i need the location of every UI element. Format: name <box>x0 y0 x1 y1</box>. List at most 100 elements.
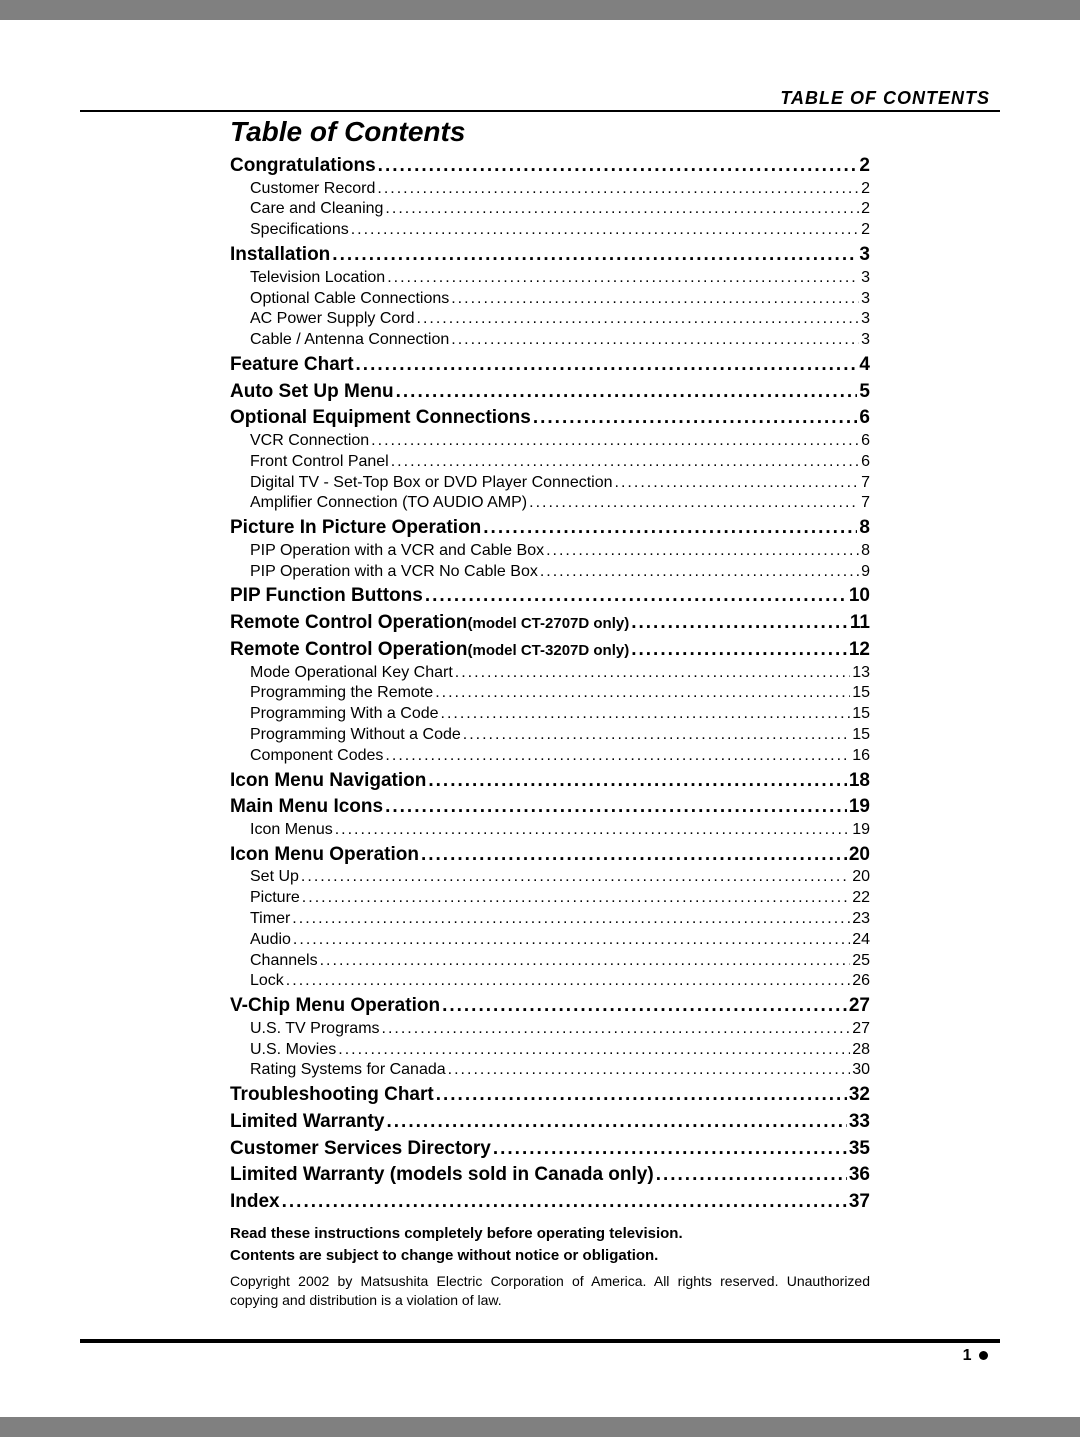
toc-entry-page: 6 <box>861 431 870 452</box>
toc-entry-label: Programming Without a Code <box>250 725 461 746</box>
toc-leader-dots <box>417 309 860 330</box>
toc-section: Congratulations 2 <box>230 154 870 179</box>
toc-entry-label: Component Codes <box>250 746 383 767</box>
toc-entry-page: 5 <box>859 380 870 405</box>
toc-entry-page: 30 <box>852 1060 870 1081</box>
toc-entry-page: 6 <box>861 452 870 473</box>
toc-section: Auto Set Up Menu5 <box>230 380 870 405</box>
toc-subentry: U.S. Movies 28 <box>250 1040 870 1061</box>
toc-leader-dots <box>451 330 859 351</box>
toc-entry-label: Mode Operational Key Chart <box>250 663 453 684</box>
toc-entry-page: 24 <box>852 930 870 951</box>
toc-entry-page: 12 <box>849 638 870 663</box>
toc-entry-page: 15 <box>852 683 870 704</box>
toc-entry-label: Audio <box>250 930 291 951</box>
toc-leader-dots <box>382 1019 851 1040</box>
toc-section: Picture In Picture Operation 8 <box>230 516 870 541</box>
toc-leader-dots <box>351 220 859 241</box>
toc-section: Feature Chart4 <box>230 353 870 378</box>
toc-leader-dots <box>656 1163 847 1188</box>
toc-entry-page: 33 <box>849 1110 870 1135</box>
toc-entry-label: Remote Control Operation <box>230 638 468 663</box>
toc-subentry: PIP Operation with a VCR No Cable Box9 <box>250 562 870 583</box>
toc-section: Troubleshooting Chart32 <box>230 1083 870 1108</box>
footer-note-2: Contents are subject to change without n… <box>230 1245 870 1268</box>
toc-section: Limited Warranty (models sold in Canada … <box>230 1163 870 1188</box>
toc-leader-dots <box>302 888 850 909</box>
toc-entry-note: (model CT-3207D only) <box>468 641 630 661</box>
toc-subentry: Picture 22 <box>250 888 870 909</box>
toc-leader-dots <box>356 353 858 378</box>
toc-entry-label: Amplifier Connection (TO AUDIO AMP) <box>250 493 527 514</box>
toc-subentry: Specifications2 <box>250 220 870 241</box>
toc-title: Table of Contents <box>230 116 1000 148</box>
toc-entry-label: Icon Menus <box>250 820 333 841</box>
footer-notes: Read these instructions completely befor… <box>230 1223 870 1310</box>
toc-entry-page: 19 <box>849 795 870 820</box>
toc-leader-dots <box>385 199 859 220</box>
toc-leader-dots <box>631 611 848 636</box>
toc-entry-label: Picture In Picture Operation <box>230 516 481 541</box>
toc-entry-label: Troubleshooting Chart <box>230 1083 434 1108</box>
toc-entry-label: Congratulations <box>230 154 376 179</box>
toc-section: PIP Function Buttons10 <box>230 584 870 609</box>
toc-entry-label: Lock <box>250 971 284 992</box>
toc-entry-page: 3 <box>859 243 870 268</box>
toc-entry-label: V-Chip Menu Operation <box>230 994 440 1019</box>
toc-section: Remote Control Operation (model CT-2707D… <box>230 611 870 636</box>
toc-entry-label: Programming the Remote <box>250 683 433 704</box>
toc-subentry: AC Power Supply Cord3 <box>250 309 870 330</box>
toc-entry-page: 28 <box>852 1040 870 1061</box>
toc-leader-dots <box>425 584 847 609</box>
toc-entry-page: 35 <box>849 1137 870 1162</box>
page-number: 1 <box>963 1347 988 1365</box>
toc-entry-page: 7 <box>861 493 870 514</box>
toc-subentry: Optional Cable Connections3 <box>250 289 870 310</box>
toc-entry-page: 19 <box>852 820 870 841</box>
toc-entry-label: PIP Operation with a VCR and Cable Box <box>250 541 544 562</box>
toc-leader-dots <box>338 1040 850 1061</box>
toc-entry-page: 20 <box>849 843 870 868</box>
toc-entry-page: 6 <box>859 406 870 431</box>
toc-leader-dots <box>483 516 857 541</box>
page-number-bullet-icon <box>979 1351 988 1360</box>
table-of-contents: Congratulations 2Customer Record2Care and… <box>230 154 870 1215</box>
toc-entry-page: 8 <box>861 541 870 562</box>
toc-entry-label: Picture <box>250 888 300 909</box>
toc-leader-dots <box>435 683 850 704</box>
toc-entry-label: Care and Cleaning <box>250 199 383 220</box>
toc-entry-page: 16 <box>852 746 870 767</box>
toc-section: Icon Menu Navigation18 <box>230 769 870 794</box>
toc-subentry: Channels25 <box>250 951 870 972</box>
toc-entry-label: U.S. Movies <box>250 1040 336 1061</box>
toc-subentry: Programming Without a Code 15 <box>250 725 870 746</box>
toc-leader-dots <box>428 769 847 794</box>
toc-entry-label: Installation <box>230 243 330 268</box>
toc-subentry: Customer Record2 <box>250 179 870 200</box>
toc-leader-dots <box>332 243 857 268</box>
toc-entry-label: Main Menu Icons <box>230 795 383 820</box>
toc-leader-dots <box>387 1110 847 1135</box>
toc-subentry: Rating Systems for Canada30 <box>250 1060 870 1081</box>
toc-entry-page: 22 <box>852 888 870 909</box>
toc-entry-label: Television Location <box>250 268 385 289</box>
toc-subentry: Television Location3 <box>250 268 870 289</box>
toc-leader-dots <box>335 820 850 841</box>
toc-section: Optional Equipment Connections 6 <box>230 406 870 431</box>
toc-subentry: Cable / Antenna Connection3 <box>250 330 870 351</box>
toc-entry-page: 2 <box>859 154 870 179</box>
toc-entry-label: Limited Warranty (models sold in Canada … <box>230 1163 654 1188</box>
toc-entry-label: Limited Warranty <box>230 1110 385 1135</box>
toc-entry-page: 8 <box>859 516 870 541</box>
toc-entry-page: 2 <box>861 199 870 220</box>
toc-entry-page: 2 <box>861 179 870 200</box>
toc-entry-page: 4 <box>859 353 870 378</box>
toc-entry-page: 27 <box>849 994 870 1019</box>
toc-leader-dots <box>385 746 850 767</box>
toc-entry-page: 37 <box>849 1190 870 1215</box>
toc-entry-label: Optional Equipment Connections <box>230 406 531 431</box>
toc-section: Remote Control Operation (model CT-3207D… <box>230 638 870 663</box>
toc-entry-page: 15 <box>852 725 870 746</box>
toc-section: Limited Warranty 33 <box>230 1110 870 1135</box>
toc-entry-label: Set Up <box>250 867 299 888</box>
